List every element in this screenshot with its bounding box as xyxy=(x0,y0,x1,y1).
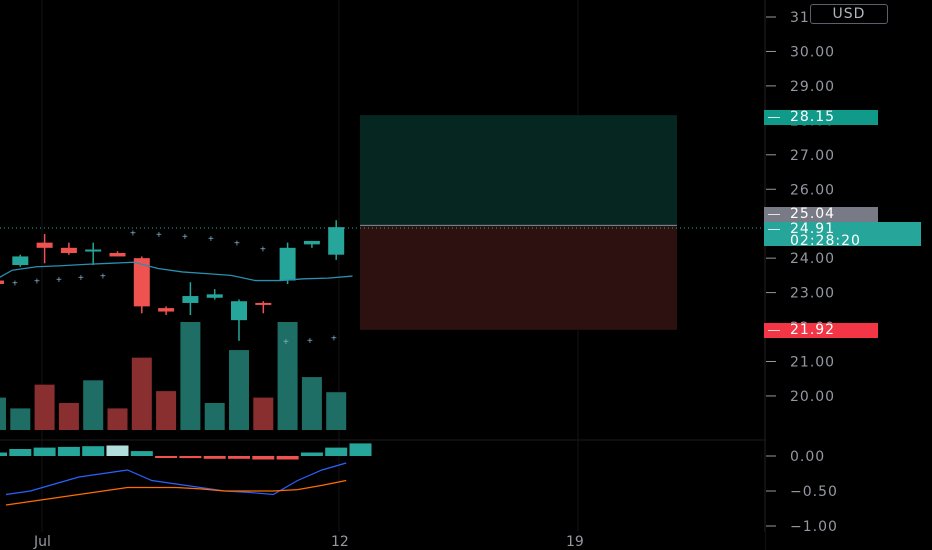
indicator-tick-label: −0.50 xyxy=(790,484,838,500)
volume-bar xyxy=(229,350,249,430)
volume-bar xyxy=(83,380,104,430)
upper-band-dot: + xyxy=(208,234,214,245)
histogram-bar xyxy=(300,452,323,456)
target-zone xyxy=(360,115,677,226)
candle-body xyxy=(158,308,175,312)
upper-band-dot: + xyxy=(260,245,266,256)
macd-line xyxy=(5,462,347,496)
volume-bar xyxy=(156,391,177,430)
lower-band-dot: + xyxy=(78,273,84,284)
volume-bar xyxy=(131,357,152,430)
target-price-badge: 28.15 xyxy=(764,110,878,125)
indicator-tick-label: −1.00 xyxy=(790,519,838,535)
currency-button[interactable]: USD xyxy=(810,4,888,24)
histogram-bar xyxy=(82,446,105,456)
price-tick-label: 23.00 xyxy=(790,286,835,302)
signal-line xyxy=(5,479,347,506)
histogram-bar xyxy=(9,449,32,456)
histogram-bar xyxy=(33,447,56,456)
volume-bar xyxy=(253,397,274,430)
histogram-bar xyxy=(228,456,250,459)
lower-band-dot: + xyxy=(100,271,106,282)
current-price-text: 24.91 xyxy=(790,221,836,237)
upper-band-dot: + xyxy=(234,239,240,250)
price-tick-label: 24.00 xyxy=(790,251,835,267)
price-tick-label: 20.00 xyxy=(790,389,835,405)
volume-bar xyxy=(107,408,128,430)
candle-body xyxy=(0,280,4,284)
price-tick-label: 21.00 xyxy=(790,355,835,371)
candle-body xyxy=(85,249,102,252)
candle-body xyxy=(133,258,150,307)
candle-body xyxy=(303,240,320,245)
volume-bar xyxy=(10,408,31,430)
candle-body xyxy=(328,227,345,255)
right-band-dot: + xyxy=(331,333,337,344)
position-tool[interactable] xyxy=(0,115,765,330)
histogram-bar xyxy=(130,451,153,456)
stop-price-text: 21.92 xyxy=(790,322,836,338)
volume-bar xyxy=(58,403,79,430)
lower-band-dot: + xyxy=(12,278,18,289)
histogram-bar xyxy=(325,447,348,456)
right-band-dot: + xyxy=(307,336,313,347)
histogram-bar xyxy=(349,443,372,456)
histogram-bar xyxy=(252,456,275,460)
countdown-text: 02:28:20 xyxy=(790,233,861,249)
volume-bar xyxy=(0,397,6,430)
candle-body xyxy=(109,252,126,257)
candle-body xyxy=(206,294,223,298)
stop-zone xyxy=(360,225,677,330)
price-tick-label: 29.00 xyxy=(790,79,835,95)
last-close-badge: 25.04 xyxy=(764,207,878,222)
date-tick-label: 12 xyxy=(331,534,349,550)
lower-band-dot: + xyxy=(56,275,62,286)
stop-price-badge: 21.92 xyxy=(764,323,878,338)
date-tick-label: Jul xyxy=(33,534,51,550)
lower-band-dot: + xyxy=(34,277,40,288)
price-tick-label: 27.00 xyxy=(790,148,835,164)
upper-band-dot: + xyxy=(156,230,162,241)
indicator-overlays: + + + + + + + + + + + + + + xyxy=(0,228,353,348)
volume-bars xyxy=(0,322,347,430)
date-tick-label: 19 xyxy=(566,534,584,550)
volume-bar xyxy=(204,403,225,430)
candle-body xyxy=(36,242,53,248)
candles xyxy=(0,220,345,341)
volume-bar xyxy=(326,392,347,430)
volume-bar xyxy=(34,384,55,430)
macd-pane xyxy=(0,443,372,506)
histogram-bar xyxy=(155,456,178,458)
candle-body xyxy=(255,302,272,305)
volume-bar xyxy=(180,322,201,430)
price-axis[interactable]: 31.0030.0029.0028.0027.0026.0025.0024.00… xyxy=(766,10,838,535)
date-axis-bg xyxy=(0,532,765,550)
histogram-bar xyxy=(106,445,129,456)
volume-bar xyxy=(277,322,298,430)
price-tick-label: 26.00 xyxy=(790,182,835,198)
upper-band-dot: + xyxy=(130,228,136,239)
volume-bar xyxy=(301,377,322,430)
right-band-dot: + xyxy=(283,337,289,348)
current-price-badge: 24.91 02:28:20 xyxy=(764,221,921,249)
histogram-bar xyxy=(179,456,202,459)
date-axis[interactable]: Jul 12 19 xyxy=(0,532,765,550)
moving-average-line xyxy=(0,261,353,282)
candle-body xyxy=(182,296,199,303)
price-tick-label: 30.00 xyxy=(790,44,835,60)
candle-body xyxy=(279,247,296,281)
upper-band-dot: + xyxy=(182,232,188,243)
target-price-text: 28.15 xyxy=(790,109,836,125)
histogram-bar xyxy=(57,446,80,456)
histogram-bar xyxy=(0,452,7,456)
histogram-bar xyxy=(276,456,299,460)
candle-body xyxy=(12,256,29,266)
candle-body xyxy=(231,301,247,321)
last-close-text: 25.04 xyxy=(790,206,836,222)
histogram-bar xyxy=(203,456,226,459)
candle-body xyxy=(60,247,77,253)
indicator-tick-label: 0.00 xyxy=(790,449,825,465)
